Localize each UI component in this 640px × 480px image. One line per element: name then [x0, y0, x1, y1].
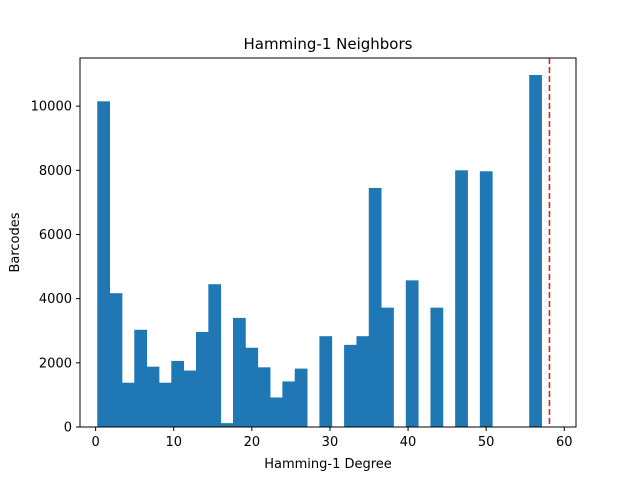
histogram-bar: [195, 332, 209, 427]
histogram-bar: [146, 366, 160, 427]
y-tick-label: 0: [64, 421, 72, 436]
histogram-bar: [405, 280, 419, 427]
histogram-bar: [109, 293, 123, 427]
histogram-bar: [356, 336, 370, 427]
y-tick-label: 4000: [39, 292, 72, 307]
plot-frame: [79, 57, 577, 428]
histogram-bar: [233, 317, 246, 427]
histogram-bar: [381, 307, 394, 427]
histogram-bar: [430, 307, 444, 427]
histogram-bar: [208, 284, 222, 427]
y-tick-label: 6000: [39, 228, 72, 243]
histogram-bar: [529, 75, 542, 427]
histogram-bar: [455, 170, 468, 428]
chart-title: Hamming-1 Neighbors: [244, 35, 413, 53]
histogram-bar: [319, 336, 333, 427]
histogram-bar: [270, 397, 283, 427]
histogram-bar: [479, 171, 493, 427]
y-axis-label: Barcodes: [8, 212, 23, 272]
histogram-bar: [245, 347, 259, 427]
histogram-bar: [220, 423, 234, 427]
histogram-bar: [368, 187, 382, 427]
histogram-bar: [158, 382, 172, 427]
x-axis-label: Hamming-1 Degree: [264, 457, 392, 472]
y-tick-label: 10000: [31, 100, 72, 115]
x-tick-label: 40: [400, 435, 417, 450]
x-tick-label: 50: [478, 435, 495, 450]
y-tick-label: 2000: [39, 356, 72, 371]
histogram-bar: [134, 329, 148, 427]
y-axis-ticks: 0 2000 4000 6000 8000 10000: [31, 100, 80, 436]
histogram-bars: [97, 75, 542, 428]
y-tick-label: 8000: [39, 164, 72, 179]
x-tick-label: 0: [91, 435, 99, 450]
x-tick-label: 30: [322, 435, 339, 450]
x-tick-label: 10: [165, 435, 182, 450]
x-tick-label: 20: [244, 435, 261, 450]
histogram-bar: [183, 370, 197, 427]
histogram-bar: [294, 368, 308, 427]
histogram-bar: [282, 381, 296, 427]
histogram-bar: [97, 101, 110, 427]
x-tick-label: 60: [556, 435, 573, 450]
histogram-bar: [344, 344, 357, 427]
histogram-bar: [121, 382, 135, 427]
histogram-bar: [171, 360, 185, 427]
x-axis-ticks: 0 10 20 30 40 50 60: [91, 427, 573, 450]
histogram-bar: [257, 367, 271, 427]
